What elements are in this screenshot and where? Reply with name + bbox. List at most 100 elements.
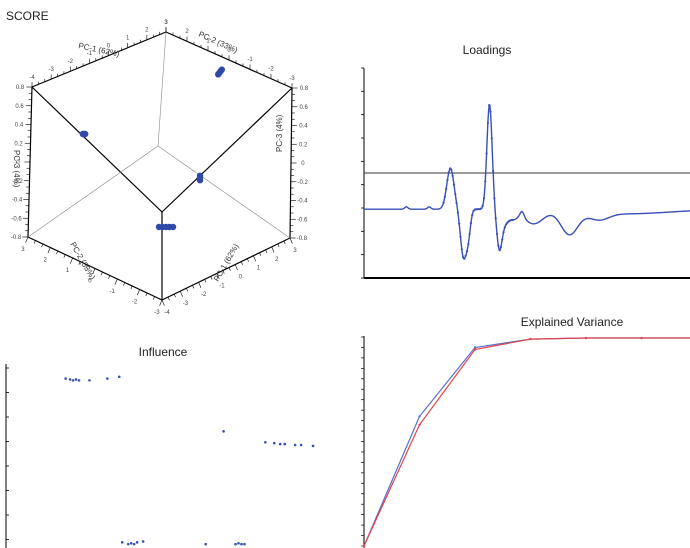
influence-title: Influence: [139, 345, 188, 359]
score-tick-label-2-8: -0.8: [11, 235, 22, 241]
score-tick-label-5-1: 2: [275, 257, 279, 263]
score-tick-4-16: [146, 293, 147, 296]
score-tick-5-15: [199, 282, 201, 288]
influence-point-0-0: [64, 377, 67, 380]
loadings-marker-158: [466, 250, 468, 252]
influence-point-2-3: [133, 543, 136, 546]
loadings-marker-194: [489, 111, 491, 113]
loadings-title: Loadings: [463, 43, 512, 57]
score-point-0-2: [82, 131, 88, 137]
loadings-panel: Loadings: [361, 43, 690, 278]
score-tick-4-10: [101, 272, 102, 275]
score-point-1-3: [219, 66, 225, 72]
loadings-marker-140: [454, 193, 456, 195]
score-tick-label-0-5: 1: [126, 36, 130, 42]
loadings-marker-204: [496, 233, 498, 235]
score-tick-label-3-4: 0: [301, 161, 305, 167]
score-tick-label-1-6: -3: [289, 76, 295, 82]
loadings-marker-126: [445, 188, 447, 190]
influence-point-2-6: [204, 543, 207, 546]
axis-label-pc2-top: PC-2 (33%): [197, 30, 239, 55]
loadings-marker-212: [501, 238, 503, 240]
loadings-marker-144: [457, 211, 459, 213]
score-tick-4-12: [115, 279, 117, 285]
score-tick-5-0: [290, 238, 292, 244]
score-tick-label-0-0: -4: [29, 75, 35, 81]
score-tick-label-5-5: -2: [201, 292, 207, 298]
axis-label-pc1-top: PC-1 (62%): [78, 41, 121, 59]
score-tick-label-4-0: 3: [21, 247, 25, 253]
influence-points: [64, 375, 314, 545]
score-tick-5-6: [253, 256, 255, 262]
score-tick-label-4-1: 2: [44, 257, 48, 263]
ev-series-1-point-0: [363, 545, 365, 547]
influence-point-1-3: [279, 443, 282, 446]
influence-point-0-6: [106, 377, 109, 380]
score-tick-4-15: [137, 290, 139, 296]
influence-point-0-7: [118, 375, 121, 378]
loadings-marker-192: [488, 104, 490, 106]
loadings-series-line: [364, 105, 690, 259]
loadings-marker-166: [471, 214, 473, 216]
score-tick-label-2-6: -0.4: [12, 198, 23, 204]
influence-point-2-9: [240, 543, 243, 546]
score-tick-4-3: [48, 248, 50, 254]
influence-point-0-1: [69, 378, 72, 381]
score-tick-5-18: [180, 291, 182, 297]
score-tick-5-4: [266, 250, 267, 253]
ev-series-1-point-3: [529, 338, 531, 340]
loadings-marker-122: [442, 201, 444, 203]
score-tick-4-6: [70, 258, 72, 264]
score-tick-label-4-4: -1: [110, 289, 116, 295]
score-tick-5-16: [192, 285, 193, 288]
score-tick-5-3: [272, 247, 274, 253]
score-points: [80, 66, 225, 230]
loadings-marker-188: [485, 152, 487, 154]
influence-point-2-2: [130, 542, 133, 545]
loadings-marker-196: [491, 137, 493, 139]
score-tick-label-5-7: -4: [164, 310, 170, 316]
loadings-marker-208: [499, 249, 501, 251]
score-tick-label-3-1: 0.6: [299, 105, 308, 111]
axis-label-pc2-bottom: PC-2 (33%): [68, 241, 97, 282]
score-title: SCORE: [6, 9, 49, 23]
score-tick-label-1-0: 3: [164, 20, 168, 26]
influence-panel: Influence: [6, 345, 314, 548]
influence-point-0-5: [88, 379, 91, 382]
score-tick-label-3-5: -0.2: [297, 180, 308, 186]
score-tick-label-3-7: -0.6: [297, 217, 308, 223]
influence-point-1-5: [294, 444, 297, 447]
score-tick-label-4-5: -2: [132, 299, 138, 305]
score-ticks: -4 -3 -2 -1 0 1 2 3 3 2 1 0 -1 -2 -3 0.8 0.6 0.4 0.2 0 -0.2 -…: [11, 20, 309, 316]
explained-variance-title: Explained Variance: [521, 315, 624, 329]
score-tick-label-2-1: 0.6: [15, 104, 24, 110]
score-tick-5-10: [229, 268, 230, 271]
influence-point-1-7: [312, 445, 315, 448]
cube-edge-outer-0: [32, 32, 166, 87]
score-tick-5-8: [241, 262, 242, 265]
ev-series-0-line: [364, 338, 690, 546]
score-point-2-2: [197, 177, 203, 183]
loadings-marker-214: [502, 231, 504, 233]
loadings-marker-128: [446, 179, 448, 181]
axis-label-pc3-right: PC-3 (4%): [275, 114, 284, 152]
influence-point-0-2: [72, 379, 75, 382]
score-tick-label-3-3: 0.2: [299, 142, 308, 148]
loadings-marker-148: [459, 236, 461, 238]
score-tick-label-0-2: -2: [68, 59, 74, 65]
loadings-marker-218: [505, 223, 507, 225]
axis-label-pc1-bottom: PC-1 (62%): [212, 242, 241, 283]
score-tick-label-1-5: -2: [268, 66, 274, 72]
influence-point-2-1: [127, 543, 130, 546]
loadings-marker-206: [497, 244, 499, 246]
score-tick-label-0-6: 2: [145, 28, 149, 34]
score-tick-label-5-4: -1: [219, 283, 225, 289]
loadings-marker-156: [465, 255, 467, 257]
score-tick-label-5-2: 1: [257, 266, 261, 272]
ev-ticks: [361, 337, 364, 546]
score-tick-label-5-3: 0: [239, 274, 243, 280]
loadings-marker-190: [487, 122, 489, 124]
loadings-marker-162: [469, 233, 471, 235]
cube-edge-front-1: [162, 88, 292, 212]
